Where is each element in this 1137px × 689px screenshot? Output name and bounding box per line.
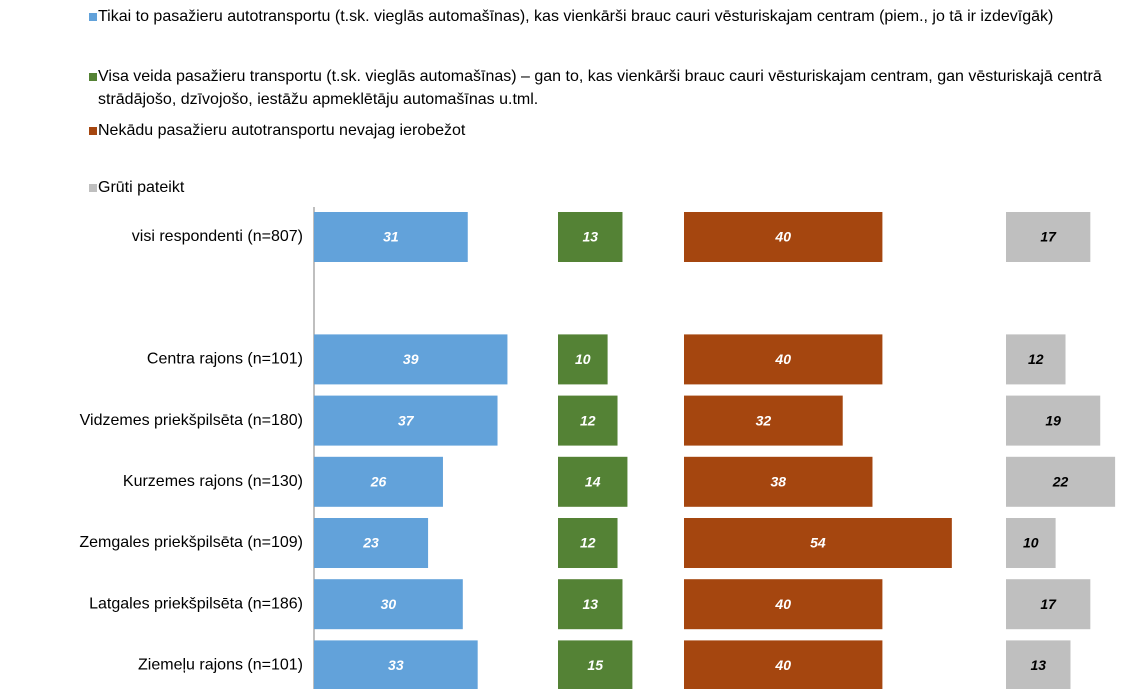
value-label: 19 (1045, 412, 1061, 428)
bar (558, 334, 608, 385)
value-label: 40 (774, 229, 791, 245)
value-label: 15 (587, 657, 603, 673)
value-label: 39 (403, 351, 419, 367)
value-label: 13 (582, 229, 598, 245)
legend-label: Visa veida pasažieru transportu (t.sk. v… (98, 68, 1102, 108)
bar (314, 518, 429, 568)
value-label: 40 (774, 596, 791, 612)
y-tick-label: Kurzemes rajons (n=130) (123, 473, 303, 490)
value-label: 12 (1028, 351, 1044, 367)
bar (314, 212, 468, 262)
legend-swatch (89, 13, 97, 21)
y-tick-label: Zemgales priekšpilsēta (n=109) (79, 534, 303, 551)
bar (558, 212, 623, 262)
value-label: 30 (381, 596, 397, 612)
value-label: 12 (580, 535, 596, 551)
value-label: 10 (575, 351, 591, 367)
value-label: 38 (770, 474, 786, 490)
bar (558, 395, 618, 446)
y-tick-label: Vidzemes priekšpilsēta (n=180) (80, 412, 303, 429)
value-label: 54 (810, 535, 826, 551)
legend-swatch (89, 184, 97, 192)
legend-item: Nekādu pasažieru autotransportu nevajag … (89, 119, 1135, 142)
value-label: 13 (1030, 657, 1046, 673)
bar (558, 456, 628, 507)
bar (684, 579, 883, 630)
value-label: 40 (774, 351, 791, 367)
value-label: 13 (582, 596, 598, 612)
value-label: 40 (774, 657, 791, 673)
bar (684, 334, 883, 385)
value-label: 26 (370, 474, 387, 490)
bar (314, 456, 443, 507)
bar (314, 334, 508, 385)
y-tick-label: Centra rajons (n=101) (147, 351, 303, 368)
legend-item: Tikai to pasažieru autotransportu (t.sk.… (89, 5, 1135, 28)
bar (558, 518, 618, 568)
bar (684, 518, 952, 568)
bar (684, 456, 873, 507)
value-label: 33 (388, 657, 404, 673)
bar (1006, 395, 1101, 446)
legend-swatch (89, 73, 97, 81)
value-label: 23 (362, 535, 379, 551)
value-label: 32 (756, 412, 772, 428)
value-label: 12 (580, 412, 596, 428)
bar (684, 395, 843, 446)
value-label: 14 (585, 474, 601, 490)
y-tick-label: visi respondenti (n=807) (132, 228, 303, 245)
bar (1006, 579, 1091, 630)
value-label: 37 (398, 412, 415, 428)
bar (314, 579, 463, 630)
legend-item: Visa veida pasažieru transportu (t.sk. v… (89, 65, 1135, 111)
value-label: 22 (1052, 474, 1069, 490)
bar (684, 640, 883, 689)
legend-item: Grūti pateikt (89, 176, 1135, 199)
legend-label: Tikai to pasažieru autotransportu (t.sk.… (98, 8, 1054, 25)
y-tick-label: Ziemeļu rajons (n=101) (138, 657, 303, 674)
bar (1006, 456, 1116, 507)
bar (558, 640, 633, 689)
bar (1006, 640, 1071, 689)
value-label: 17 (1040, 229, 1057, 245)
legend-label: Grūti pateikt (98, 179, 185, 196)
y-tick-label: Latgales priekšpilsēta (n=186) (89, 595, 303, 612)
bar (684, 212, 883, 262)
bar (1006, 518, 1056, 568)
value-label: 10 (1023, 535, 1039, 551)
bar (1006, 212, 1091, 262)
value-label: 17 (1040, 596, 1057, 612)
bar (558, 579, 623, 630)
legend-label: Nekādu pasažieru autotransportu nevajag … (98, 122, 466, 139)
bar (314, 640, 478, 689)
bar (314, 395, 498, 446)
value-label: 31 (383, 229, 399, 245)
bar (1006, 334, 1066, 385)
legend-swatch (89, 127, 97, 135)
